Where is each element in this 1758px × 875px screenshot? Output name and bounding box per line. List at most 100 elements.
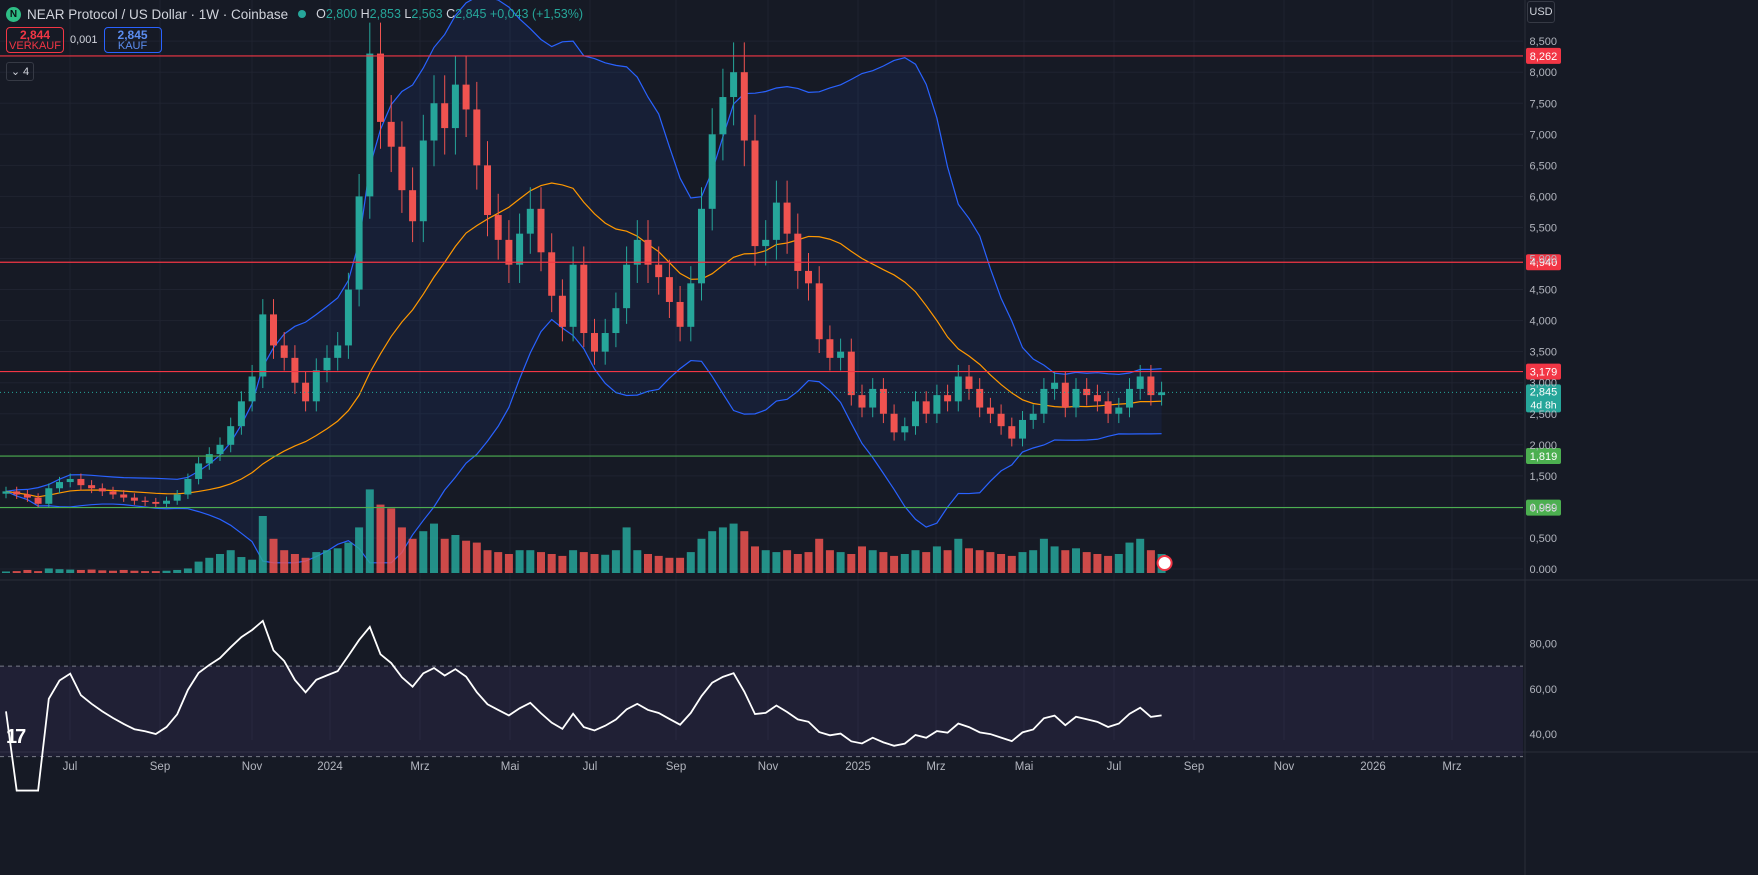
volume-bar	[151, 571, 160, 573]
time-tick-label: Mai	[1015, 761, 1034, 773]
price-change: +0,043 (+1,53%)	[489, 7, 584, 21]
volume-bar	[216, 554, 224, 573]
candle-body	[195, 463, 203, 479]
chart-header: N NEAR Protocol / US Dollar · 1W · Coinb…	[6, 4, 583, 24]
buy-button[interactable]: 2,845 KAUF	[103, 27, 162, 53]
volume-bar	[280, 550, 289, 573]
symbol-title[interactable]: NEAR Protocol / US Dollar · 1W · Coinbas…	[27, 6, 289, 22]
candle-body	[366, 53, 374, 197]
candle-body	[580, 264, 588, 334]
market-status-icon	[298, 10, 307, 18]
volume-bar	[729, 523, 738, 573]
candle-body	[377, 53, 384, 122]
volume-bar	[793, 554, 802, 573]
currency-selector[interactable]: USD	[1527, 1, 1555, 23]
time-tick-label: Sep	[1184, 761, 1204, 773]
indicators-toggle[interactable]: ⌄ 4	[6, 62, 34, 81]
candle-body	[77, 478, 85, 486]
volume-bar	[205, 557, 214, 573]
volume-bar	[430, 523, 438, 573]
volume-bar	[141, 571, 150, 573]
level-label: 3,179	[1530, 367, 1558, 379]
volume-bar	[761, 550, 770, 573]
level-label: 0,989	[1530, 503, 1558, 515]
candle-body	[965, 376, 973, 389]
time-tick-label: Nov	[1274, 761, 1295, 773]
candle-body	[312, 370, 320, 402]
candle-body	[730, 72, 738, 98]
candle-body	[419, 140, 427, 222]
volume-bar	[1050, 546, 1059, 573]
candle-body	[601, 333, 609, 352]
candle-body	[740, 72, 748, 141]
candle-body	[334, 345, 342, 358]
candle-body	[141, 500, 149, 502]
volume-bar	[258, 516, 267, 573]
time-tick-label: Jul	[63, 761, 78, 773]
price-tick-label: 2,000	[1529, 440, 1557, 452]
rsi-band-fill	[0, 666, 1523, 757]
volume-bar	[847, 554, 856, 573]
sell-button[interactable]: 2,844 VERKAUF	[6, 27, 64, 53]
candle-body	[665, 277, 673, 302]
volume-bar	[269, 538, 278, 573]
volume-bar	[1007, 555, 1016, 573]
price-tick-label: 1,000	[1529, 502, 1557, 514]
volume-bar	[1114, 554, 1123, 573]
volume-bar	[751, 546, 759, 573]
volume-bar	[836, 552, 845, 573]
volume-bar	[686, 552, 695, 573]
level-label-bg	[1526, 448, 1561, 465]
time-tick-label: Mrz	[1442, 761, 1461, 773]
candle-body	[1061, 382, 1069, 408]
volume-bar	[119, 569, 128, 573]
candle-body	[676, 301, 684, 327]
volume-bar	[654, 555, 663, 573]
candle-body	[270, 314, 277, 346]
volume-bar	[76, 569, 85, 573]
volume-bar	[365, 489, 374, 573]
price-tick-label: 7,500	[1529, 98, 1557, 110]
time-tick-label: 2026	[1360, 761, 1386, 773]
candle-body	[751, 140, 759, 247]
candle-body	[1104, 401, 1112, 414]
candle-body	[45, 488, 53, 504]
candle-body	[1051, 382, 1059, 389]
volume-bar	[558, 555, 567, 573]
time-tick-label: 2024	[317, 761, 343, 773]
time-tick-label: Mrz	[410, 761, 429, 773]
volume-bar	[2, 571, 10, 573]
volume-bar	[419, 531, 428, 573]
volume-bar	[1039, 538, 1048, 573]
last-price-label: 2,845	[1530, 386, 1558, 398]
candle-body	[409, 190, 417, 222]
price-tick-label: 6,000	[1529, 191, 1557, 203]
volume-bar	[1061, 550, 1070, 573]
rsi-tick-label: 60,00	[1529, 684, 1557, 696]
candle-body	[858, 395, 866, 408]
candle-body	[173, 494, 181, 501]
candle-body	[1115, 407, 1123, 414]
candle-body	[88, 485, 96, 489]
volume-bar	[226, 550, 235, 573]
candle-body	[473, 109, 481, 166]
volume-bar	[312, 552, 321, 573]
volume-bar	[333, 548, 342, 573]
candle-body	[23, 494, 31, 498]
candle-body	[708, 134, 716, 209]
candle-body	[505, 239, 513, 265]
volume-bar	[248, 559, 257, 573]
volume-bar	[718, 527, 727, 573]
level-label-bg	[1526, 499, 1561, 516]
volume-bar	[130, 570, 139, 573]
volume-bar	[440, 538, 449, 573]
candle-body	[237, 401, 245, 427]
volume-bar	[965, 548, 973, 573]
volume-bar	[109, 570, 117, 573]
rsi-tick-label: 40,00	[1529, 729, 1557, 741]
candle-body	[944, 395, 952, 402]
volume-bar	[462, 540, 471, 573]
candle-body	[13, 491, 21, 495]
candle-body	[879, 388, 887, 414]
